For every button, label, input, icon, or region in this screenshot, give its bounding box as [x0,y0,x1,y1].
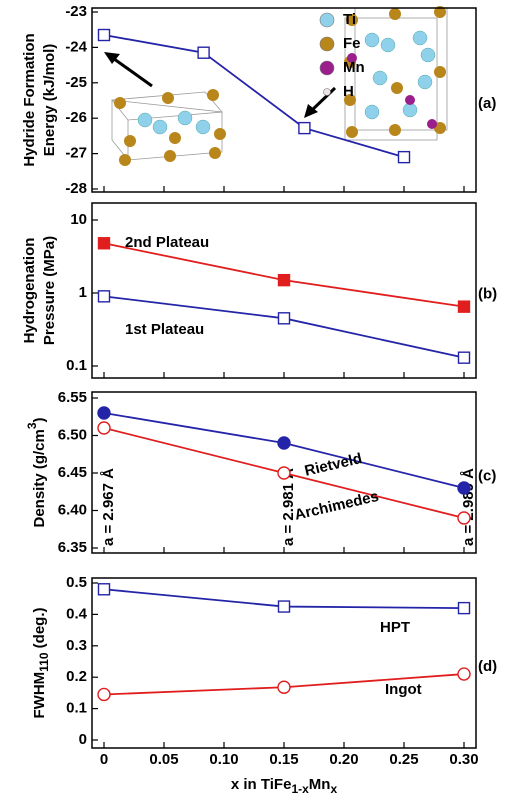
series-label: 2nd Plateau [125,234,209,251]
marker [277,600,291,613]
y-label-sub: 110 [37,652,51,672]
x-label-c: Mn [309,776,331,793]
plot-frame [91,202,477,379]
marker [277,466,291,480]
crystal-small [111,89,226,166]
lattice-annotation: a = 2.989 Å [460,468,477,546]
y-tick-label: -27 [65,145,87,162]
y-tick-label: 0 [79,731,87,748]
y-label-main: Density (g/cm [31,429,48,527]
atom-legend-label: H [343,83,354,100]
y-tick-label: 0.5 [66,574,87,591]
x-tick-label: 0.10 [209,751,238,768]
atom-legend-swatch [319,12,335,28]
marker [97,28,111,42]
y-tick-label: 0.1 [66,357,87,374]
y-label-end: ) [31,417,48,422]
y-tick-label: 0.4 [66,605,88,622]
marker [457,511,471,525]
x-axis-label: x in TiFe1-xMnx [231,776,338,795]
marker [397,150,411,164]
series-label: 1st Plateau [125,321,204,338]
y-axis-label: Hydrogenation [21,238,38,344]
y-tick-label: 6.35 [58,539,87,556]
marker [197,46,210,59]
y-tick-label: 0.2 [66,668,87,685]
y-tick-label: 6.45 [58,464,87,481]
y-axis-label: Hydride Formation [21,33,38,166]
lattice-annotation: a = 2.981 Å [280,468,297,546]
marker [97,290,111,303]
marker [97,421,111,435]
marker [277,273,291,287]
panel-label: (a) [478,95,496,112]
x-label-a: x in TiFe [231,776,292,793]
y-axis-label: Pressure (MPa) [41,236,58,345]
y-tick-label: 6.50 [58,426,87,443]
x-tick-label: 0.05 [149,751,178,768]
y-tick-label: -28 [65,180,87,197]
x-label-d: x [330,782,337,795]
marker [457,601,471,615]
y-tick-label: -26 [65,109,87,126]
y-tick-label: -24 [65,38,87,55]
x-tick-label: 0 [100,751,108,768]
series-line [103,34,405,159]
atom-legend-label: Mn [343,59,365,76]
marker [457,300,471,313]
x-tick-label: 0.30 [449,751,478,768]
series-label: Ingot [385,681,422,698]
marker [97,687,111,702]
atom-legend-label: Fe [343,35,361,52]
y-tick-label: -23 [65,3,87,20]
panel-label: (c) [478,467,496,484]
marker [277,680,291,694]
marker [298,121,311,135]
y-tick-label: -25 [65,74,87,91]
panel-label: (d) [478,658,497,675]
x-tick-label: 0.20 [329,751,358,768]
marker [97,406,111,420]
marker [277,436,291,450]
marker [97,583,111,596]
y-tick-label: 6.55 [58,389,87,406]
y-axis-label: Energy (kJ/mol) [41,44,58,157]
y-tick-label: 10 [70,211,87,228]
marker [457,351,471,364]
series-label: HPT [380,619,410,636]
y-tick-label: 0.3 [66,637,87,654]
y-label-sup: 3 [25,422,39,429]
y-label-end: (deg.) [31,607,48,652]
marker [457,481,471,495]
atom-legend-label: Ti [343,11,356,28]
marker [97,237,111,250]
crystal-large [344,6,448,141]
atom-legend-swatch [323,88,331,96]
marker [277,312,291,325]
y-axis-label: FWHM110 (deg.) [31,607,51,718]
atom-legend-swatch [319,36,335,52]
x-label-b: 1-x [291,782,309,795]
y-tick-label: 6.40 [58,501,87,518]
atom-legend-swatch [319,60,335,76]
x-tick-label: 0.25 [389,751,418,768]
y-tick-label: 0.1 [66,700,87,717]
marker [457,667,471,681]
y-label-main: FWHM [31,672,48,719]
lattice-annotation: a = 2.967 Å [100,468,117,546]
panel-label: (b) [478,285,497,302]
y-tick-label: 1 [79,284,87,301]
x-tick-label: 0.15 [269,751,298,768]
series-label: Archimedes [293,488,380,524]
y-axis-label: Density (g/cm3) [25,417,48,527]
